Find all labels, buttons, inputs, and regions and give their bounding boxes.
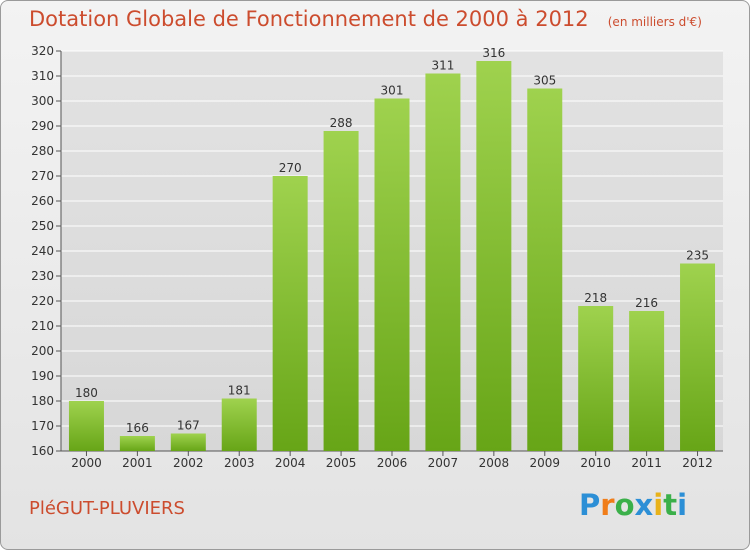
bar-value-label: 301	[381, 84, 404, 98]
y-tick-label: 320	[31, 44, 54, 58]
bar	[680, 263, 716, 451]
bar	[527, 88, 563, 451]
y-tick-label: 280	[31, 144, 54, 158]
y-tick-label: 240	[31, 244, 54, 258]
bar-value-label: 235	[686, 249, 709, 263]
y-tick-label: 290	[31, 119, 54, 133]
x-tick-label: 2000	[71, 456, 102, 470]
x-tick-label: 2004	[275, 456, 306, 470]
bar	[425, 73, 461, 451]
proxiti-logo: Proxiti	[579, 488, 687, 522]
logo-letter: P	[579, 488, 601, 522]
bar	[221, 398, 257, 451]
bar-value-label: 305	[533, 74, 556, 88]
y-tick-label: 300	[31, 94, 54, 108]
bar	[323, 131, 359, 451]
y-tick-label: 310	[31, 69, 54, 83]
x-tick-label: 2003	[224, 456, 255, 470]
x-tick-label: 2001	[122, 456, 153, 470]
chart-title: Dotation Globale de Fonctionnement de 20…	[29, 7, 589, 31]
y-tick-label: 260	[31, 194, 54, 208]
y-tick-label: 170	[31, 419, 54, 433]
logo-letter: r	[600, 488, 615, 522]
x-tick-label: 2008	[479, 456, 510, 470]
bar	[68, 401, 104, 451]
bar	[272, 176, 308, 451]
x-tick-label: 2007	[428, 456, 459, 470]
title-row: Dotation Globale de Fonctionnement de 20…	[29, 7, 702, 31]
y-tick-label: 160	[31, 444, 54, 458]
bar	[170, 433, 206, 451]
commune-name: PléGUT-PLUVIERS	[29, 498, 185, 519]
logo-letter: i	[653, 488, 664, 522]
y-tick-label: 210	[31, 319, 54, 333]
bar	[629, 311, 665, 451]
bar-value-label: 218	[584, 291, 607, 305]
y-tick-label: 200	[31, 344, 54, 358]
bar-value-label: 181	[228, 384, 251, 398]
logo-letter: i	[677, 488, 688, 522]
chart-subtitle: (en milliers d'€)	[607, 15, 702, 29]
bar	[119, 436, 155, 451]
y-tick-label: 190	[31, 369, 54, 383]
bar-value-label: 166	[126, 421, 149, 435]
x-tick-label: 2010	[580, 456, 611, 470]
bar	[374, 98, 410, 451]
x-tick-label: 2011	[631, 456, 662, 470]
bar-value-label: 311	[431, 59, 454, 73]
bar	[476, 61, 512, 451]
logo-letter: o	[614, 488, 635, 522]
bar	[578, 306, 614, 451]
logo-letter: x	[634, 488, 654, 522]
bar-value-label: 216	[635, 296, 658, 310]
bar-value-label: 288	[330, 116, 353, 130]
x-tick-label: 2002	[173, 456, 204, 470]
y-tick-label: 250	[31, 219, 54, 233]
y-tick-label: 230	[31, 269, 54, 283]
x-tick-label: 2012	[682, 456, 713, 470]
bar-value-label: 270	[279, 161, 302, 175]
bar-value-label: 316	[482, 46, 505, 60]
x-tick-label: 2005	[326, 456, 357, 470]
y-tick-label: 270	[31, 169, 54, 183]
bar-value-label: 180	[75, 386, 98, 400]
x-tick-label: 2006	[377, 456, 408, 470]
bar-value-label: 167	[177, 419, 200, 433]
x-tick-label: 2009	[529, 456, 560, 470]
y-tick-label: 220	[31, 294, 54, 308]
y-tick-label: 180	[31, 394, 54, 408]
logo-letter: t	[663, 488, 678, 522]
